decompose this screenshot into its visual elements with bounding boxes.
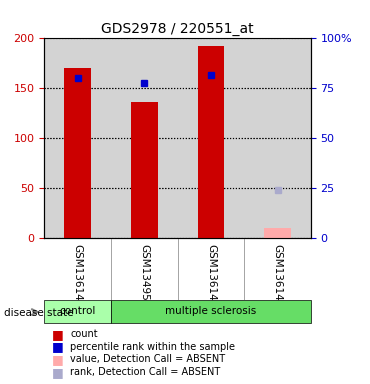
Text: disease state: disease state bbox=[4, 308, 73, 318]
Bar bbox=[131, 102, 158, 238]
Text: control: control bbox=[60, 306, 96, 316]
Text: multiple sclerosis: multiple sclerosis bbox=[165, 306, 256, 316]
Text: GSM136147: GSM136147 bbox=[206, 244, 216, 308]
Text: GSM136149: GSM136149 bbox=[272, 244, 283, 308]
Text: ■: ■ bbox=[52, 328, 64, 341]
FancyBboxPatch shape bbox=[44, 300, 111, 323]
Text: value, Detection Call = ABSENT: value, Detection Call = ABSENT bbox=[70, 354, 225, 364]
Bar bbox=[64, 68, 91, 238]
Text: percentile rank within the sample: percentile rank within the sample bbox=[70, 342, 235, 352]
Text: ■: ■ bbox=[52, 340, 64, 353]
Text: rank, Detection Call = ABSENT: rank, Detection Call = ABSENT bbox=[70, 367, 221, 377]
Title: GDS2978 / 220551_at: GDS2978 / 220551_at bbox=[101, 22, 254, 36]
Text: count: count bbox=[70, 329, 98, 339]
FancyBboxPatch shape bbox=[111, 300, 311, 323]
Bar bbox=[264, 228, 291, 238]
Text: ■: ■ bbox=[52, 353, 64, 366]
Text: GSM134953: GSM134953 bbox=[139, 244, 149, 308]
Text: GSM136140: GSM136140 bbox=[73, 244, 83, 308]
Bar bbox=[198, 46, 224, 238]
Text: ■: ■ bbox=[52, 366, 64, 379]
